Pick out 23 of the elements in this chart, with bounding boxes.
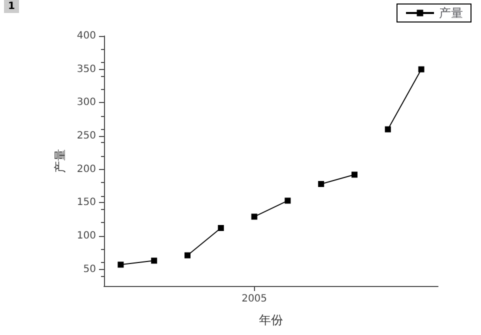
text: 1 bbox=[4, 0, 19, 13]
y-tick-label: 350 bbox=[76, 64, 96, 75]
y-tick-label: 200 bbox=[76, 164, 96, 175]
y-tick-label: 100 bbox=[76, 230, 96, 242]
y-axis-title: 产量 bbox=[53, 149, 67, 173]
point bbox=[318, 181, 324, 187]
y-tick-label: 400 bbox=[76, 30, 96, 42]
x-tick-label: 2005 bbox=[242, 294, 268, 304]
point bbox=[151, 258, 158, 264]
point bbox=[218, 225, 224, 231]
y-tick-label: 50 bbox=[83, 264, 96, 275]
point bbox=[384, 126, 391, 132]
point bbox=[118, 262, 124, 268]
point bbox=[284, 198, 291, 204]
y-tick-label: 150 bbox=[76, 197, 96, 208]
point bbox=[251, 214, 258, 220]
y-tick-label: 300 bbox=[76, 97, 96, 108]
x-axis-title: 年份 bbox=[259, 313, 283, 327]
point bbox=[352, 172, 358, 178]
point bbox=[184, 252, 190, 258]
point bbox=[418, 66, 424, 72]
y-tick-label: 250 bbox=[76, 130, 96, 142]
legend-label: 产量 bbox=[439, 6, 463, 20]
